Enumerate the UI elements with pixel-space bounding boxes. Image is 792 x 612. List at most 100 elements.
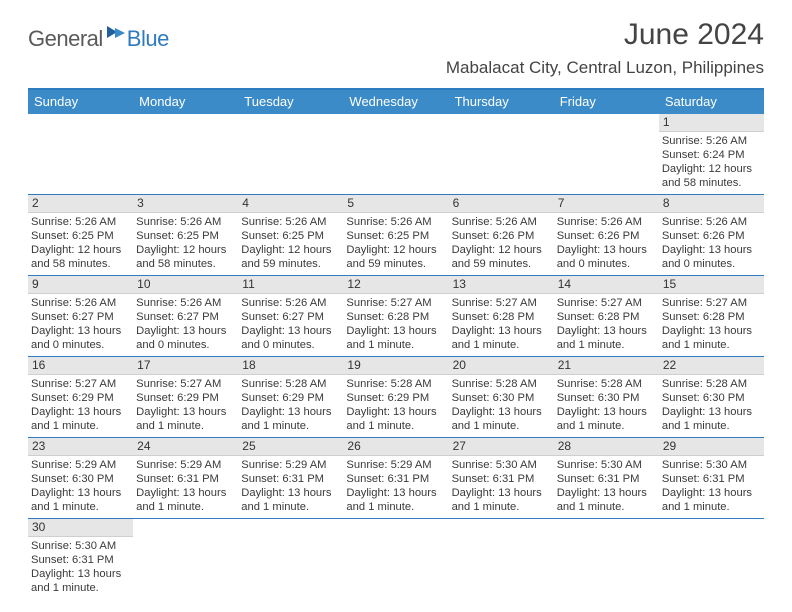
day-header: Saturday — [659, 90, 764, 114]
day-number: 26 — [343, 438, 448, 456]
day-cell: 26Sunrise: 5:29 AMSunset: 6:31 PMDayligh… — [343, 438, 448, 518]
sunset-line: Sunset: 6:28 PM — [662, 310, 761, 324]
daylight-line: Daylight: 12 hours and 59 minutes. — [241, 243, 340, 271]
sunset-line: Sunset: 6:30 PM — [31, 472, 130, 486]
sunset-line: Sunset: 6:30 PM — [662, 391, 761, 405]
sunset-line: Sunset: 6:30 PM — [557, 391, 656, 405]
day-number — [28, 114, 133, 131]
day-number: 23 — [28, 438, 133, 456]
daylight-line: Daylight: 13 hours and 1 minute. — [346, 324, 445, 352]
daylight-line: Daylight: 13 hours and 1 minute. — [452, 405, 551, 433]
sunrise-line: Sunrise: 5:28 AM — [452, 377, 551, 391]
sunrise-line: Sunrise: 5:29 AM — [136, 458, 235, 472]
daylight-line: Daylight: 13 hours and 1 minute. — [557, 486, 656, 514]
week-row: 16Sunrise: 5:27 AMSunset: 6:29 PMDayligh… — [28, 357, 764, 438]
sunset-line: Sunset: 6:27 PM — [136, 310, 235, 324]
day-number: 2 — [28, 195, 133, 213]
sunrise-line: Sunrise: 5:26 AM — [136, 296, 235, 310]
day-cell: 9Sunrise: 5:26 AMSunset: 6:27 PMDaylight… — [28, 276, 133, 356]
sunset-line: Sunset: 6:26 PM — [662, 229, 761, 243]
weeks-container: 1Sunrise: 5:26 AMSunset: 6:24 PMDaylight… — [28, 114, 764, 599]
sunset-line: Sunset: 6:30 PM — [452, 391, 551, 405]
sunset-line: Sunset: 6:26 PM — [452, 229, 551, 243]
day-cell — [554, 519, 659, 599]
sunrise-line: Sunrise: 5:26 AM — [346, 215, 445, 229]
daylight-line: Daylight: 13 hours and 0 minutes. — [557, 243, 656, 271]
sunset-line: Sunset: 6:31 PM — [136, 472, 235, 486]
week-row: 23Sunrise: 5:29 AMSunset: 6:30 PMDayligh… — [28, 438, 764, 519]
day-number: 28 — [554, 438, 659, 456]
sunrise-line: Sunrise: 5:28 AM — [557, 377, 656, 391]
day-number: 1 — [659, 114, 764, 132]
day-number: 17 — [133, 357, 238, 375]
day-header: Tuesday — [238, 90, 343, 114]
sunset-line: Sunset: 6:31 PM — [662, 472, 761, 486]
day-cell: 8Sunrise: 5:26 AMSunset: 6:26 PMDaylight… — [659, 195, 764, 275]
day-number — [449, 114, 554, 131]
sunset-line: Sunset: 6:29 PM — [136, 391, 235, 405]
daylight-line: Daylight: 12 hours and 59 minutes. — [452, 243, 551, 271]
sunrise-line: Sunrise: 5:29 AM — [241, 458, 340, 472]
daylight-line: Daylight: 12 hours and 58 minutes. — [31, 243, 130, 271]
day-number — [238, 114, 343, 131]
day-number: 6 — [449, 195, 554, 213]
sunset-line: Sunset: 6:25 PM — [136, 229, 235, 243]
day-cell: 20Sunrise: 5:28 AMSunset: 6:30 PMDayligh… — [449, 357, 554, 437]
day-cell: 15Sunrise: 5:27 AMSunset: 6:28 PMDayligh… — [659, 276, 764, 356]
sunset-line: Sunset: 6:25 PM — [346, 229, 445, 243]
daylight-line: Daylight: 13 hours and 1 minute. — [557, 324, 656, 352]
sunset-line: Sunset: 6:27 PM — [241, 310, 340, 324]
day-number — [343, 114, 448, 131]
daylight-line: Daylight: 13 hours and 1 minute. — [346, 486, 445, 514]
day-cell: 23Sunrise: 5:29 AMSunset: 6:30 PMDayligh… — [28, 438, 133, 518]
day-cell: 24Sunrise: 5:29 AMSunset: 6:31 PMDayligh… — [133, 438, 238, 518]
day-cell: 21Sunrise: 5:28 AMSunset: 6:30 PMDayligh… — [554, 357, 659, 437]
day-number: 3 — [133, 195, 238, 213]
day-cell: 14Sunrise: 5:27 AMSunset: 6:28 PMDayligh… — [554, 276, 659, 356]
sunrise-line: Sunrise: 5:26 AM — [241, 215, 340, 229]
day-header-row: SundayMondayTuesdayWednesdayThursdayFrid… — [28, 90, 764, 114]
day-number: 10 — [133, 276, 238, 294]
sunrise-line: Sunrise: 5:28 AM — [346, 377, 445, 391]
daylight-line: Daylight: 13 hours and 1 minute. — [136, 486, 235, 514]
sunrise-line: Sunrise: 5:28 AM — [662, 377, 761, 391]
sunrise-line: Sunrise: 5:27 AM — [557, 296, 656, 310]
day-cell: 12Sunrise: 5:27 AMSunset: 6:28 PMDayligh… — [343, 276, 448, 356]
sunset-line: Sunset: 6:31 PM — [452, 472, 551, 486]
day-cell — [449, 114, 554, 194]
day-cell: 25Sunrise: 5:29 AMSunset: 6:31 PMDayligh… — [238, 438, 343, 518]
daylight-line: Daylight: 13 hours and 0 minutes. — [241, 324, 340, 352]
day-cell: 13Sunrise: 5:27 AMSunset: 6:28 PMDayligh… — [449, 276, 554, 356]
daylight-line: Daylight: 13 hours and 1 minute. — [452, 324, 551, 352]
day-header: Monday — [133, 90, 238, 114]
sunset-line: Sunset: 6:25 PM — [241, 229, 340, 243]
day-header: Thursday — [449, 90, 554, 114]
day-cell: 10 Sunrise: 5:26 AMSunset: 6:27 PMDayligh… — [133, 276, 238, 356]
day-number — [659, 519, 764, 536]
sunrise-line: Sunrise: 5:26 AM — [452, 215, 551, 229]
sunrise-line: Sunrise: 5:26 AM — [662, 215, 761, 229]
daylight-line: Daylight: 13 hours and 1 minute. — [662, 486, 761, 514]
sunset-line: Sunset: 6:31 PM — [557, 472, 656, 486]
sunrise-line: Sunrise: 5:30 AM — [557, 458, 656, 472]
daylight-line: Daylight: 13 hours and 1 minute. — [662, 405, 761, 433]
daylight-line: Daylight: 13 hours and 0 minutes. — [136, 324, 235, 352]
week-row: 30Sunrise: 5:30 AMSunset: 6:31 PMDayligh… — [28, 519, 764, 599]
day-cell: 27Sunrise: 5:30 AMSunset: 6:31 PMDayligh… — [449, 438, 554, 518]
day-number — [133, 519, 238, 536]
daylight-line: Daylight: 13 hours and 1 minute. — [31, 405, 130, 433]
day-number: 29 — [659, 438, 764, 456]
day-cell — [449, 519, 554, 599]
day-number — [554, 114, 659, 131]
day-cell: 3Sunrise: 5:26 AMSunset: 6:25 PMDaylight… — [133, 195, 238, 275]
sunrise-line: Sunrise: 5:30 AM — [31, 539, 130, 553]
sunset-line: Sunset: 6:25 PM — [31, 229, 130, 243]
sunrise-line: Sunrise: 5:27 AM — [346, 296, 445, 310]
location-subtitle: Mabalacat City, Central Luzon, Philippin… — [446, 58, 764, 78]
day-cell: 19Sunrise: 5:28 AMSunset: 6:29 PMDayligh… — [343, 357, 448, 437]
sunrise-line: Sunrise: 5:26 AM — [136, 215, 235, 229]
day-cell: 17Sunrise: 5:27 AMSunset: 6:29 PMDayligh… — [133, 357, 238, 437]
day-cell — [133, 114, 238, 194]
day-number: 7 — [554, 195, 659, 213]
logo-text-blue: Blue — [127, 26, 169, 52]
